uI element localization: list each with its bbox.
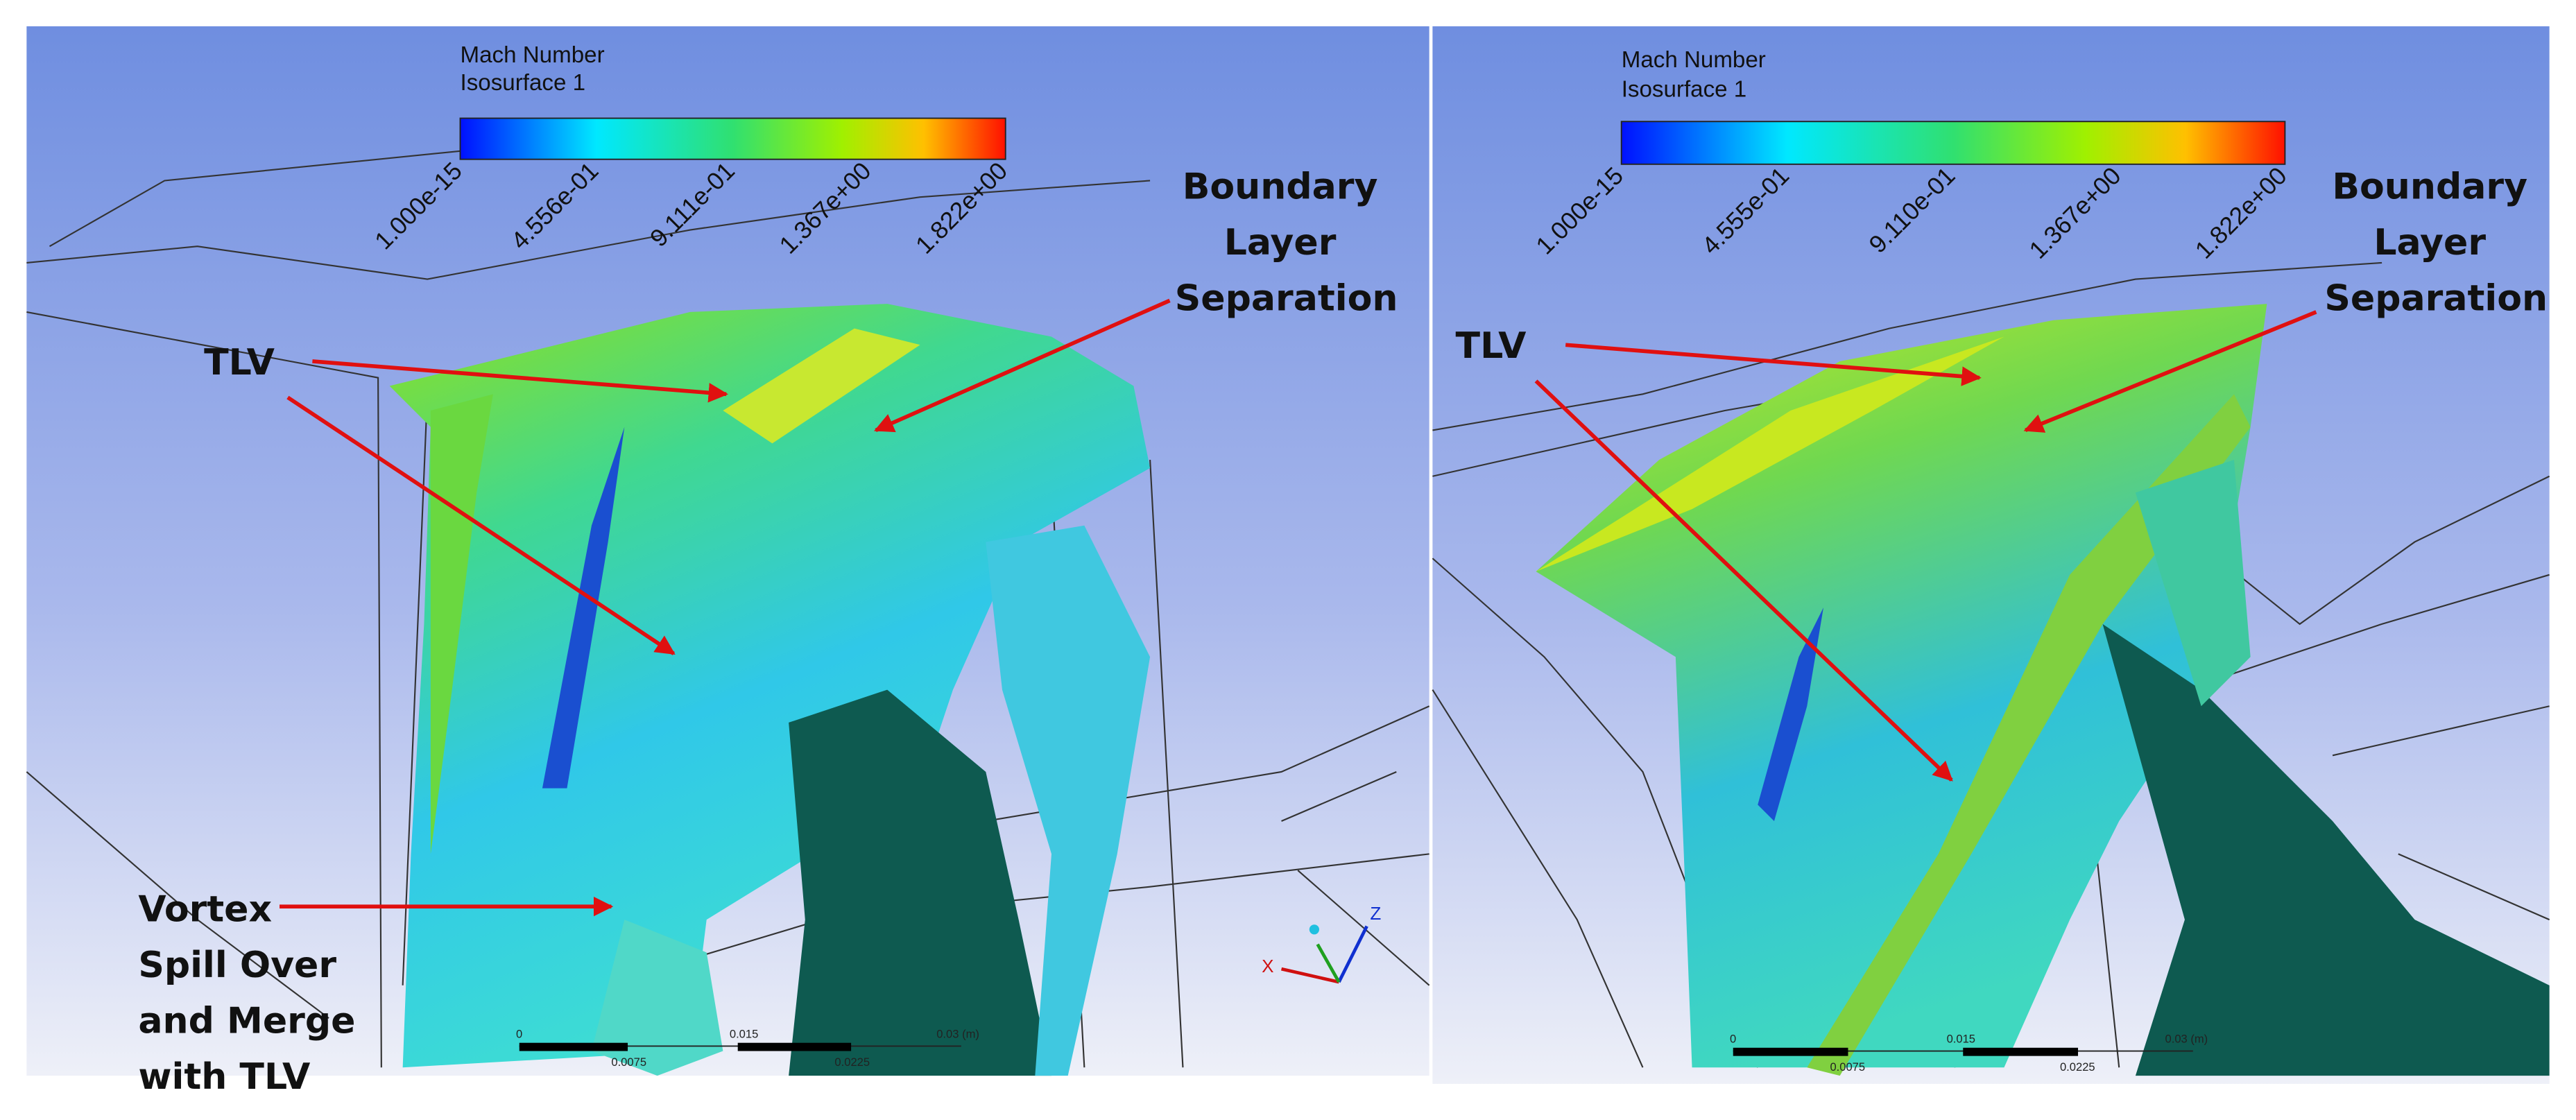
y-axis xyxy=(1316,943,1341,983)
scale-label: 0.0075 xyxy=(611,1056,646,1069)
arrow xyxy=(286,395,676,655)
scale-label: 0.03 (m) xyxy=(936,1028,979,1041)
scale-label: 0 xyxy=(1730,1033,1736,1046)
x-axis xyxy=(1281,967,1339,984)
legend-title: Mach Number xyxy=(461,42,605,68)
scale-segment xyxy=(737,1042,852,1051)
axis-triad: X Z xyxy=(1262,903,1381,984)
arrow xyxy=(874,298,1171,433)
scale-label: 0.03 (m) xyxy=(2165,1033,2208,1046)
scale-label: 0.0225 xyxy=(2060,1060,2095,1074)
right-blade xyxy=(1536,304,2550,1076)
scale-segment xyxy=(519,1042,628,1051)
scale-label: 0.0075 xyxy=(1830,1060,1865,1074)
right-scale-bar: 0 0.015 0.03 (m) 0.0075 0.0225 xyxy=(1730,1033,2208,1074)
arrow xyxy=(2023,310,2317,433)
triad-origin xyxy=(1309,924,1319,935)
scale-segment xyxy=(1963,1047,2079,1056)
annotation: TLV xyxy=(204,342,275,384)
scale-label: 0 xyxy=(516,1028,522,1041)
left-scale-bar: 0 0.015 0.03 (m) 0.0075 0.0225 xyxy=(516,1028,979,1069)
left-blade xyxy=(389,304,1151,1076)
scale-label: 0.015 xyxy=(730,1028,758,1041)
legend-subtitle: Isosurface 1 xyxy=(461,70,586,96)
annotation: TLV xyxy=(1456,325,1527,367)
z-axis xyxy=(1337,925,1368,983)
colorbar xyxy=(459,117,1006,160)
scale-label: 0.0225 xyxy=(834,1056,870,1069)
annotation: Vortex Spill Over and Merge with TLV xyxy=(138,888,368,1098)
legend-title: Mach Number xyxy=(1622,47,1766,73)
scale-segment xyxy=(1733,1047,1848,1056)
annotation: Boundary Layer Separation xyxy=(1175,166,1398,320)
arrow xyxy=(1565,343,1982,386)
legend-subtitle: Isosurface 1 xyxy=(1622,77,1747,103)
arrow xyxy=(312,359,728,403)
arrow xyxy=(1534,379,1953,782)
left-annotations: TLV Boundary Layer Separation Vortex Spi… xyxy=(138,166,1398,1098)
axis-label: Z xyxy=(1370,903,1381,924)
annotation: Boundary Layer Separation xyxy=(2324,166,2548,320)
axis-label: X xyxy=(1262,956,1273,976)
colorbar xyxy=(1620,121,2286,165)
right-annotations: TLV Boundary Layer Separation xyxy=(1456,166,2548,782)
scale-label: 0.015 xyxy=(1947,1033,1975,1046)
